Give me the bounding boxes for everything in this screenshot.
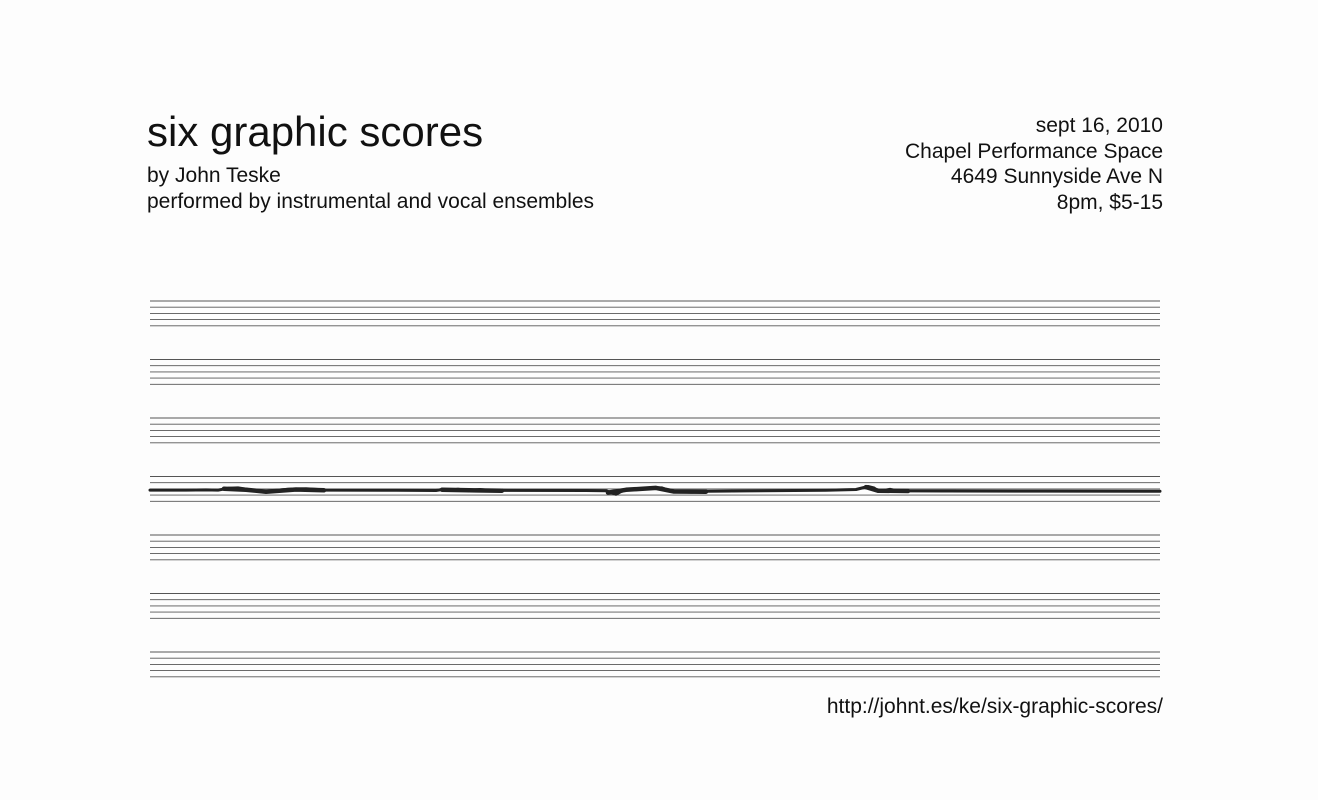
event-time-price: 8pm, $5-15 (905, 190, 1163, 216)
graphic-score-mark-blob (866, 487, 908, 491)
staff-3 (150, 418, 1160, 443)
event-address: 4649 Sunnyside Ave N (905, 164, 1163, 190)
event-venue: Chapel Performance Space (905, 139, 1163, 165)
staff-7 (150, 652, 1160, 677)
event-date: sept 16, 2010 (905, 113, 1163, 139)
poster-title: six graphic scores (147, 106, 483, 158)
staff-2 (150, 360, 1160, 385)
graphic-score-mark-blob (224, 489, 324, 492)
performers-line: performed by instrumental and vocal ense… (147, 189, 594, 215)
graphic-score (146, 290, 1166, 690)
staff-6 (150, 594, 1160, 619)
event-details: sept 16, 2010 Chapel Performance Space 4… (905, 113, 1163, 215)
score-staves-svg (146, 290, 1166, 690)
staff-5 (150, 535, 1160, 560)
score-url-link[interactable]: http://johnt.es/ke/six-graphic-scores/ (827, 694, 1163, 720)
composer-byline: by John Teske (147, 163, 281, 189)
staff-1 (150, 301, 1160, 326)
graphic-score-mark-blob (442, 490, 502, 491)
